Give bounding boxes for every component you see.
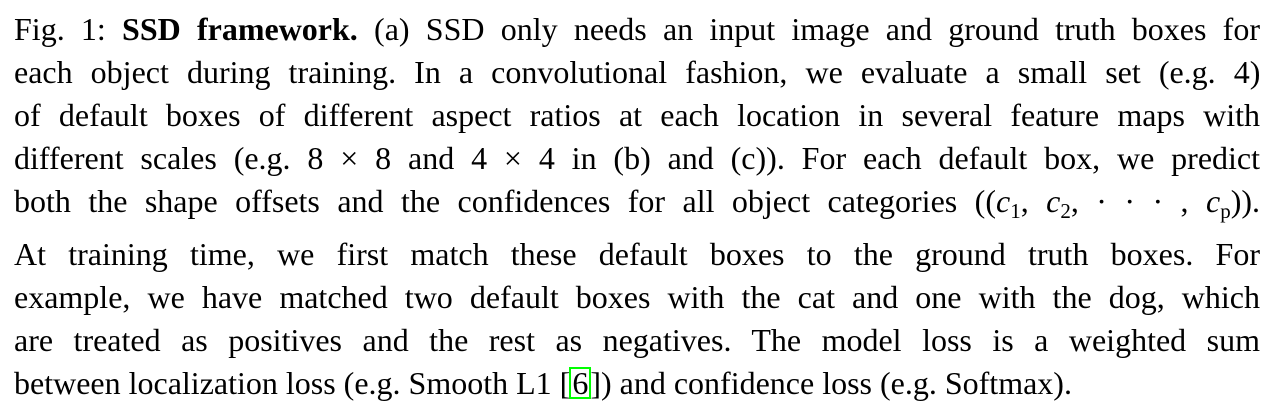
caption-line-5: both the shape offsets and the confidenc… xyxy=(14,180,1260,233)
caption-text-9b: ]) and confidence loss (e.g. Softmax). xyxy=(590,365,1072,401)
caption-line-3: of default boxes of different aspect rat… xyxy=(14,97,1260,133)
math-sep-2: , · · · , xyxy=(1070,183,1206,219)
caption-line-9: between localization loss (e.g. Smooth L… xyxy=(14,362,1260,405)
citation-link[interactable]: 6 xyxy=(569,367,592,399)
caption-line-8: are treated as positives and the rest as… xyxy=(14,322,1260,358)
caption-title: SSD framework. xyxy=(122,11,358,47)
math-c1: c1 xyxy=(995,183,1021,223)
caption-text-1: (a) SSD only needs an input image and gr… xyxy=(357,11,1260,47)
math-c1-sub: 1 xyxy=(1010,199,1021,223)
math-cp-sub: p xyxy=(1220,199,1231,223)
caption-text-9a: between localization loss (e.g. Smooth L… xyxy=(14,365,571,401)
math-cp: cp xyxy=(1205,183,1231,223)
figure-label: Fig. 1: xyxy=(14,11,106,47)
math-c2: c2 xyxy=(1046,183,1071,223)
math-c1-var: c xyxy=(995,183,1011,219)
caption-text-5b: )). xyxy=(1230,183,1260,219)
math-cp-var: c xyxy=(1205,183,1221,219)
caption-line-7: example, we have matched two default box… xyxy=(14,279,1260,315)
caption-line-2: each object during training. In a convol… xyxy=(14,54,1261,90)
caption-line-4: different scales (e.g. 8 × 8 and 4 × 4 i… xyxy=(14,140,1260,176)
caption-line-1: Fig. 1: SSD framework. (a) SSD only need… xyxy=(14,8,1260,51)
math-sep-1: , xyxy=(1020,183,1047,219)
caption-line-6: At training time, we first match these d… xyxy=(14,236,1260,272)
caption-text-5a: both the shape offsets and the confidenc… xyxy=(14,183,996,219)
figure-caption: Fig. 1: SSD framework. (a) SSD only need… xyxy=(14,8,1260,405)
math-c2-var: c xyxy=(1046,183,1061,219)
math-c2-sub: 2 xyxy=(1060,199,1071,223)
